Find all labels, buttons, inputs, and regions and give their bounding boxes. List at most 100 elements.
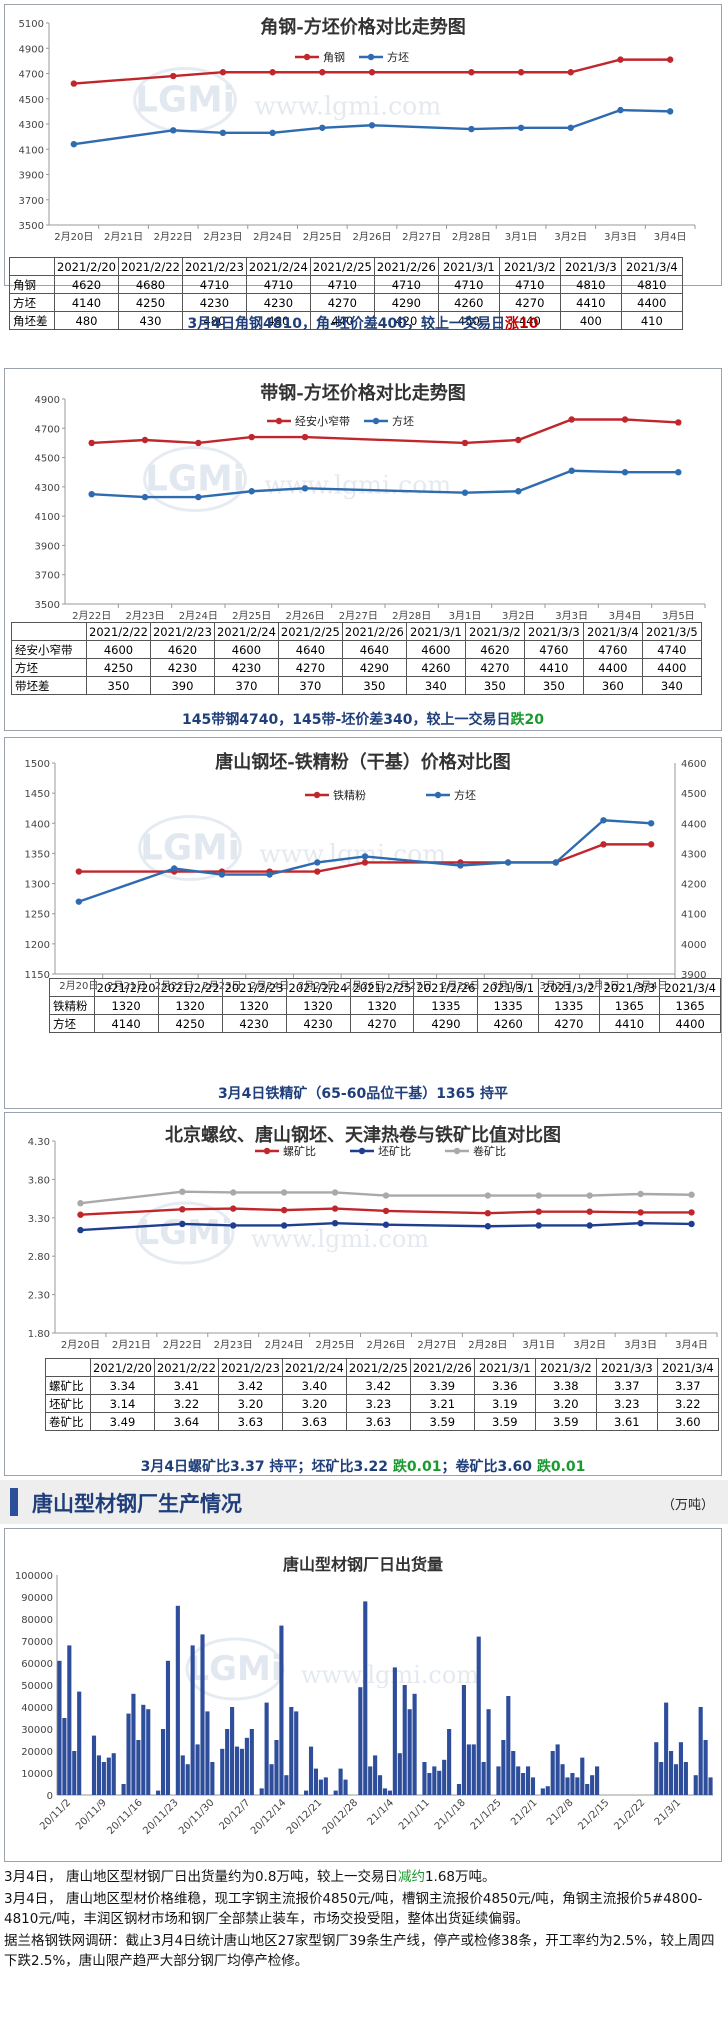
summary-text: 3月4日螺矿比3.37 持平；坯矿比3.22 <box>140 1459 393 1475</box>
table-row: 方坯 4140 4250 4230 4230 4270 4290 4260 4270 4410 44… <box>9 293 683 312</box>
bar <box>230 1707 235 1795</box>
bar <box>382 1788 388 1795</box>
table-cell: 1335 <box>538 996 600 1015</box>
bar <box>555 1744 560 1795</box>
table-cell: 1320 <box>349 996 415 1015</box>
table-header: 2021/3/3 <box>523 622 584 641</box>
legend-marker <box>372 417 380 425</box>
table-cell: 1320 <box>93 996 159 1015</box>
table-header: 2021/2/24 <box>245 257 311 276</box>
table-header: 2021/3/2 <box>534 1358 597 1377</box>
data-point <box>248 488 255 495</box>
legend-marker <box>453 1147 461 1155</box>
legend-label: 螺矿比 <box>283 1145 316 1158</box>
section-accent-bar <box>10 1488 18 1516</box>
y-tick-label: 3500 <box>19 221 44 232</box>
table-cell: 4250 <box>157 1014 223 1033</box>
legend-label: 经安小窄带 <box>295 414 350 428</box>
bar <box>387 1790 392 1795</box>
table-cell: 350 <box>86 676 151 695</box>
legend-marker <box>263 1147 271 1155</box>
bar <box>673 1764 679 1795</box>
y-tick-label: 4100 <box>19 145 44 156</box>
bar <box>698 1707 703 1795</box>
bar <box>580 1757 585 1795</box>
chart-title: 北京螺纹、唐山钢坯、天津热卷与铁矿比值对比图 <box>165 1125 561 1146</box>
data-point <box>457 862 464 869</box>
table-cell: 4270 <box>538 1014 600 1033</box>
x-tick-label: 21/1/25 <box>469 1797 504 1832</box>
table-header-row: 2021/2/22 2021/2/23 2021/2/24 2021/2/25 2021… <box>11 622 702 641</box>
watermark-url: www.lgmi.com <box>264 471 451 500</box>
data-point <box>568 416 575 423</box>
bar <box>175 1605 180 1795</box>
data-point <box>647 841 655 848</box>
table-cell: 440 <box>498 311 561 330</box>
table-cell: 4260 <box>477 1014 540 1033</box>
chart-summary: 145带钢4740，145带-坯价差340，较上一交易日跌20 <box>5 709 721 729</box>
table-header: 2021/3/3 <box>598 978 661 997</box>
table-cell: 4680 <box>117 275 183 294</box>
data-point <box>621 416 629 423</box>
data-point <box>331 1205 339 1212</box>
table-header: 2021/2/26 <box>413 978 479 997</box>
table-header: 2021/3/2 <box>464 622 525 641</box>
table-header: 2021/2/23 <box>221 978 287 997</box>
y2-tick-label: 3900 <box>681 970 706 981</box>
y-tick-label: 3900 <box>35 541 60 552</box>
y-tick-label: 0 <box>47 1791 53 1802</box>
bar <box>654 1742 659 1795</box>
bar <box>506 1696 511 1795</box>
y-tick-label: 3700 <box>35 571 60 582</box>
bar <box>407 1709 412 1795</box>
bar <box>220 1748 225 1795</box>
x-tick-label: 2月28日 <box>468 1339 507 1351</box>
bar <box>703 1740 708 1795</box>
watermark: LGMi www.lgmi.com <box>185 1637 479 1701</box>
chart-panel-strip-steel: 带钢-方坯价格对比走势图 3500 3700 3900 4100 4300 4500 470… <box>4 368 722 731</box>
data-point <box>552 859 559 866</box>
table-header: 2021/2/23 <box>149 622 215 641</box>
bar <box>323 1777 328 1795</box>
table-corner <box>11 622 87 641</box>
data-point <box>361 859 369 866</box>
table-cell: 390 <box>149 676 215 695</box>
table-cell: 3.49 <box>90 1412 155 1431</box>
legend-label: 卷矿比 <box>473 1144 506 1158</box>
bar <box>249 1729 254 1795</box>
table-header: 2021/2/26 <box>341 622 407 641</box>
data-point <box>331 1189 339 1196</box>
table-cell: 3.42 <box>217 1376 283 1395</box>
data-point <box>637 1209 644 1216</box>
table-header: 2021/3/2 <box>498 257 561 276</box>
watermark-url: www.lgmi.com <box>254 92 441 121</box>
table-header: 2021/2/26 <box>373 257 439 276</box>
bar <box>284 1775 289 1795</box>
chart-summary: 3月4日螺矿比3.37 持平；坯矿比3.22 跌0.01；卷矿比3.60 跌0.… <box>5 1456 721 1476</box>
bar <box>234 1746 240 1795</box>
table-cell: 3.38 <box>534 1376 597 1395</box>
table-row: 螺矿比 3.34 3.41 3.42 3.40 3.42 3.39 3.36 3.38 3.37 3… <box>45 1376 719 1395</box>
bar <box>678 1742 684 1795</box>
bar <box>456 1784 462 1795</box>
y-tick-label: 1400 <box>25 819 50 830</box>
bar <box>447 1729 452 1795</box>
data-point <box>269 69 276 76</box>
x-tick-label: 2月23日 <box>203 231 242 243</box>
data-point <box>484 1223 492 1230</box>
x-tick-label: 2月27日 <box>339 610 378 622</box>
legend-label: 铁精粉 <box>333 789 366 802</box>
table-cell: 4260 <box>405 658 466 677</box>
legend-marker <box>367 53 375 61</box>
data-point <box>266 871 273 878</box>
line-chart-ratio: 1.80 2.30 2.80 3.30 3.80 4.30 2月20日 2月21日 2月22日 2… <box>28 1137 718 1351</box>
table-cell: 4710 <box>373 275 439 294</box>
table-cell: 4270 <box>277 658 343 677</box>
x-tick-label: 21/2/8 <box>545 1797 576 1828</box>
y-tick-label: 1.80 <box>28 1329 50 1340</box>
summary-change-coil: 跌0.01 <box>536 1459 586 1475</box>
table-corner <box>45 1358 91 1377</box>
table-cell: 4400 <box>582 658 643 677</box>
data-point <box>461 489 469 496</box>
bar <box>136 1740 141 1795</box>
